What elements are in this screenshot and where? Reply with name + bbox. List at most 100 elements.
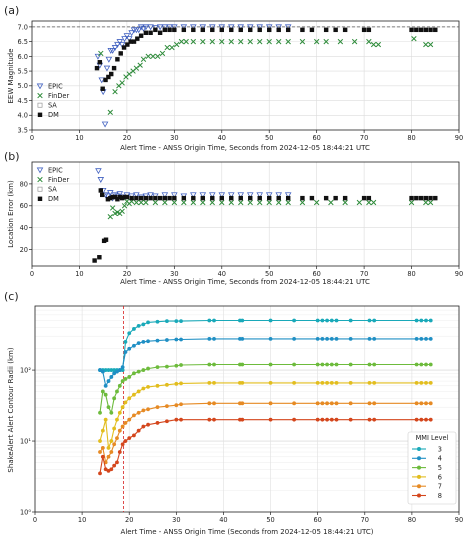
data-point	[167, 27, 172, 33]
data-point	[325, 417, 329, 422]
data-point	[207, 337, 212, 341]
data-point	[366, 199, 372, 206]
data-point	[106, 379, 111, 383]
data-point	[247, 199, 253, 206]
data-point	[315, 337, 320, 341]
data-point	[179, 319, 183, 324]
data-point	[98, 368, 102, 372]
data-point	[428, 318, 433, 323]
data-point	[103, 417, 108, 422]
data-point	[424, 362, 428, 367]
data-point	[166, 24, 173, 31]
data-point	[103, 237, 109, 242]
data-point	[285, 195, 291, 201]
legend-label: EPIC	[48, 82, 63, 90]
data-point	[105, 197, 111, 202]
data-point	[348, 362, 353, 367]
data-point	[115, 460, 119, 465]
data-point	[268, 401, 273, 406]
data-point	[292, 318, 297, 323]
data-point	[101, 121, 109, 128]
legend-marker	[37, 186, 43, 192]
data-point	[115, 369, 119, 374]
data-point	[408, 199, 415, 206]
data-point	[122, 194, 127, 200]
data-point	[174, 403, 179, 408]
data-point	[179, 402, 183, 407]
data-point	[106, 468, 111, 473]
data-point	[265, 24, 273, 31]
data-point	[240, 362, 245, 367]
data-point	[181, 199, 187, 206]
data-point	[106, 446, 111, 450]
y-tick-label: 80	[20, 180, 28, 188]
data-point	[366, 27, 372, 33]
data-point	[106, 405, 111, 410]
data-point	[351, 38, 358, 45]
series-mmi-6	[98, 380, 433, 450]
legend-label: 7	[438, 483, 442, 491]
data-point	[138, 199, 144, 206]
data-point	[285, 38, 291, 45]
data-point	[129, 195, 134, 201]
data-point	[238, 38, 244, 45]
data-point	[334, 401, 339, 406]
x-tick-label: 40	[219, 516, 227, 524]
data-point	[97, 255, 102, 260]
data-point	[257, 199, 263, 206]
data-point	[240, 401, 245, 406]
data-point	[367, 380, 372, 385]
data-point	[161, 192, 169, 199]
data-point	[172, 27, 177, 33]
data-point	[356, 199, 363, 206]
data-point	[98, 188, 104, 193]
data-point	[141, 386, 146, 391]
data-point	[190, 199, 197, 206]
legend-label: FinDer	[48, 92, 69, 100]
data-point	[257, 195, 262, 201]
series-dm	[94, 27, 438, 91]
data-point	[334, 318, 339, 323]
legend-marker	[417, 484, 421, 489]
data-point	[428, 195, 433, 201]
data-point	[146, 407, 150, 412]
data-point	[123, 400, 128, 405]
data-point	[165, 404, 169, 409]
legend-marker	[417, 474, 421, 479]
legend-label: 8	[438, 492, 442, 500]
data-point	[227, 192, 235, 199]
data-point	[123, 377, 128, 381]
data-point	[171, 24, 178, 31]
data-point	[207, 401, 212, 406]
data-point	[133, 199, 140, 206]
data-point	[123, 439, 128, 443]
data-point	[315, 401, 320, 406]
data-point	[174, 417, 179, 422]
series-dm	[92, 188, 438, 263]
data-point	[433, 195, 438, 201]
data-point	[103, 77, 108, 83]
data-point	[300, 27, 305, 33]
x-tick-label: 80	[407, 134, 415, 142]
data-point	[112, 396, 117, 401]
y-tick-label: 4.0	[18, 112, 29, 120]
data-point	[132, 413, 136, 418]
y-tick-label: 7.0	[18, 23, 29, 31]
series-line	[99, 419, 431, 474]
data-point	[181, 27, 187, 33]
data-point	[141, 424, 146, 429]
data-point	[199, 192, 207, 199]
data-point	[109, 467, 114, 472]
data-point	[179, 337, 183, 342]
y-tick-label: 4.5	[18, 97, 29, 105]
y-tick-label: 20	[20, 246, 28, 254]
data-point	[419, 337, 424, 341]
data-point	[315, 380, 320, 385]
data-point	[285, 27, 291, 33]
data-point	[329, 401, 334, 406]
legend-label: 3	[438, 445, 442, 453]
data-point	[276, 38, 282, 45]
data-point	[117, 450, 122, 454]
data-point	[126, 71, 132, 77]
